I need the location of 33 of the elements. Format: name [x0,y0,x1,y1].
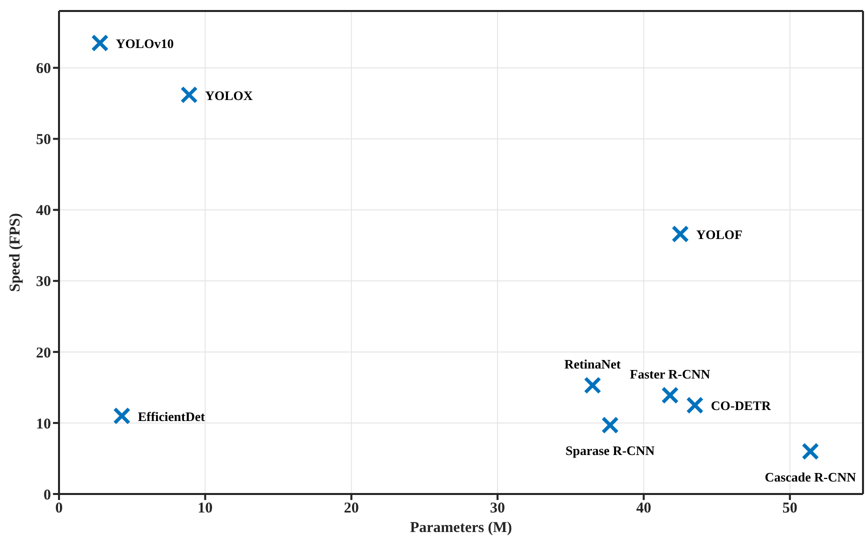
y-tick-label: 30 [36,274,51,290]
x-tick-label: 40 [636,500,652,517]
y-axis-title: Speed (FPS) [7,213,24,292]
x-axis-title: Parameters (M) [410,520,512,536]
point [802,442,820,460]
point [672,225,690,243]
y-tick-label: 10 [36,416,51,432]
y-tick-label: 60 [36,61,51,78]
annotation: CO-DETR [710,398,772,414]
point [686,396,704,414]
x-tick-label: 0 [55,500,63,517]
annotation: Cascade R-CNN [764,469,857,484]
x-tick-label: 50 [782,500,798,517]
point [661,386,679,404]
point [113,407,131,425]
x-tick-label: 10 [198,500,213,517]
annotation: YOLOv10 [116,36,174,51]
annotation: YOLOF [696,227,743,242]
y-tick-label: 40 [36,203,51,220]
annotation: EfficientDet [138,408,206,424]
x-tick-label: 30 [490,500,506,517]
point [91,34,109,52]
point [584,376,602,394]
annotation: Faster R-CNN [630,366,711,382]
y-tick-label: 20 [36,345,51,362]
x-tick-label: 20 [344,500,359,517]
annotation: YOLOX [205,88,254,103]
y-tick-label: 0 [44,487,51,504]
point [601,416,619,434]
annotation: Sparase R-CNN [566,443,656,458]
point [180,86,198,104]
annotation: RetinaNet [564,356,622,372]
y-tick-label: 50 [36,132,51,148]
